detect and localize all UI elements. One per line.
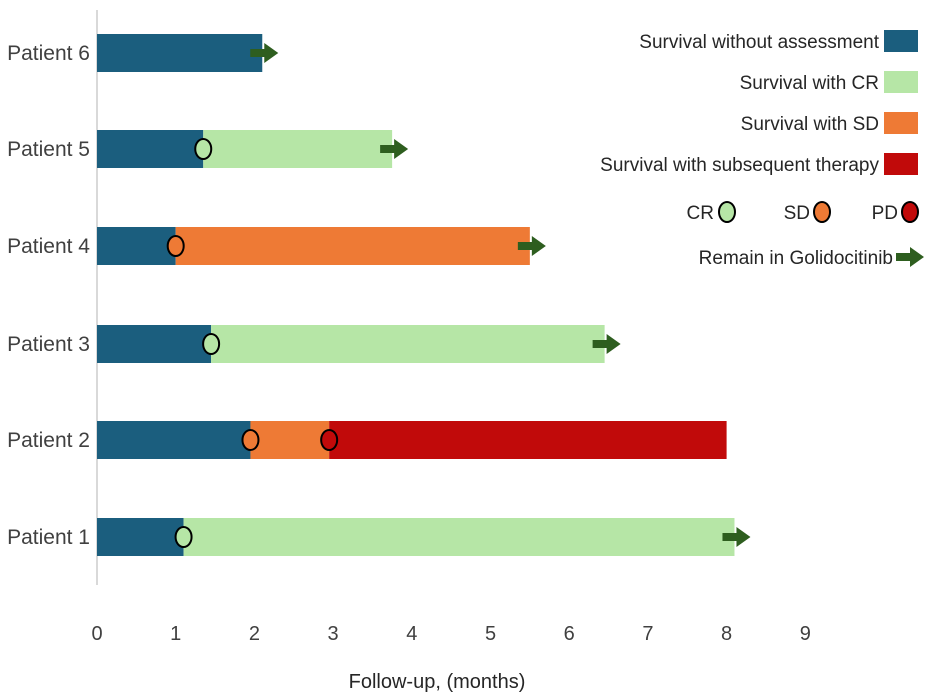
ongoing-arrow-icon — [722, 527, 751, 547]
bar-group-patient-1 — [97, 518, 751, 556]
bar-segment-sd — [250, 421, 330, 459]
y-label-patient-2: Patient 2 — [7, 429, 90, 452]
x-tick-label: 2 — [249, 623, 260, 645]
legend-swatch-no-assessment — [884, 30, 918, 52]
x-axis-ticks: 0 1 2 3 4 5 6 7 8 9 — [91, 623, 810, 645]
bar-group-patient-6 — [97, 34, 279, 72]
y-label-patient-3: Patient 3 — [7, 333, 90, 356]
marker-sd — [166, 235, 185, 257]
legend-marker-cr — [718, 201, 736, 223]
bar-segment-no-assessment — [97, 130, 204, 168]
bar-group-patient-2 — [97, 421, 727, 459]
marker-cr — [174, 526, 193, 548]
x-axis-title: Follow-up, (months) — [349, 671, 526, 693]
bar-segment-sd — [175, 227, 530, 265]
legend-label-subsequent: Survival with subsequent therapy — [600, 155, 879, 176]
marker-sd — [241, 429, 260, 451]
bar-segment-no-assessment — [97, 34, 263, 72]
ongoing-arrow-icon — [592, 334, 621, 354]
y-label-patient-4: Patient 4 — [7, 235, 90, 258]
x-tick-label: 5 — [485, 623, 496, 645]
legend-label-no-assessment: Survival without assessment — [639, 32, 879, 53]
bar-segment-no-assessment — [97, 325, 212, 363]
y-label-patient-1: Patient 1 — [7, 526, 90, 549]
legend-swatch-sd — [884, 112, 918, 134]
x-tick-label: 3 — [328, 623, 339, 645]
ongoing-arrow-icon — [380, 139, 409, 159]
marker-cr — [202, 333, 221, 355]
ongoing-arrow-icon — [250, 43, 279, 63]
legend-marker-label-subsequent: PD — [872, 203, 898, 224]
bar-group-patient-3 — [97, 325, 621, 363]
bar-group-patient-5 — [97, 130, 409, 168]
y-axis-labels: Patient 1 Patient 2 Patient 3 Patient 4 Pati… — [7, 42, 90, 549]
y-label-patient-6: Patient 6 — [7, 42, 90, 65]
legend-marker-subsequent — [901, 201, 919, 223]
x-tick-label: 4 — [406, 623, 417, 645]
bar-segment-no-assessment — [97, 518, 184, 556]
bar-segment-no-assessment — [97, 227, 176, 265]
x-tick-label: 7 — [642, 623, 653, 645]
x-tick-label: 8 — [721, 623, 732, 645]
legend-marker-label-cr: CR — [687, 203, 714, 224]
x-tick-label: 1 — [170, 623, 181, 645]
bar-group-patient-4 — [97, 227, 546, 265]
legend-label-cr: Survival with CR — [740, 73, 879, 94]
x-tick-label: 0 — [91, 623, 102, 645]
legend-marker-sd — [813, 201, 831, 223]
bar-segment-cr — [183, 518, 735, 556]
legend: Survival without assessment Survival with… — [600, 30, 924, 269]
bar-segment-cr — [203, 130, 393, 168]
legend-swatch-subsequent — [884, 153, 918, 175]
bars-layer — [97, 34, 751, 556]
bar-segment-subsequent — [329, 421, 727, 459]
marker-cr — [194, 138, 213, 160]
legend-swatch-cr — [884, 71, 918, 93]
legend-arrow-label: Remain in Golidocitinib — [699, 248, 893, 269]
legend-marker-label-sd: SD — [784, 203, 810, 224]
ongoing-arrow-icon — [517, 236, 546, 256]
legend-label-sd: Survival with SD — [741, 114, 879, 135]
bar-segment-no-assessment — [97, 421, 251, 459]
bar-segment-cr — [211, 325, 605, 363]
y-label-patient-5: Patient 5 — [7, 138, 90, 161]
marker-subsequent — [320, 429, 339, 451]
x-tick-label: 6 — [564, 623, 575, 645]
x-tick-label: 9 — [800, 623, 811, 645]
legend-arrow-icon — [896, 247, 924, 267]
